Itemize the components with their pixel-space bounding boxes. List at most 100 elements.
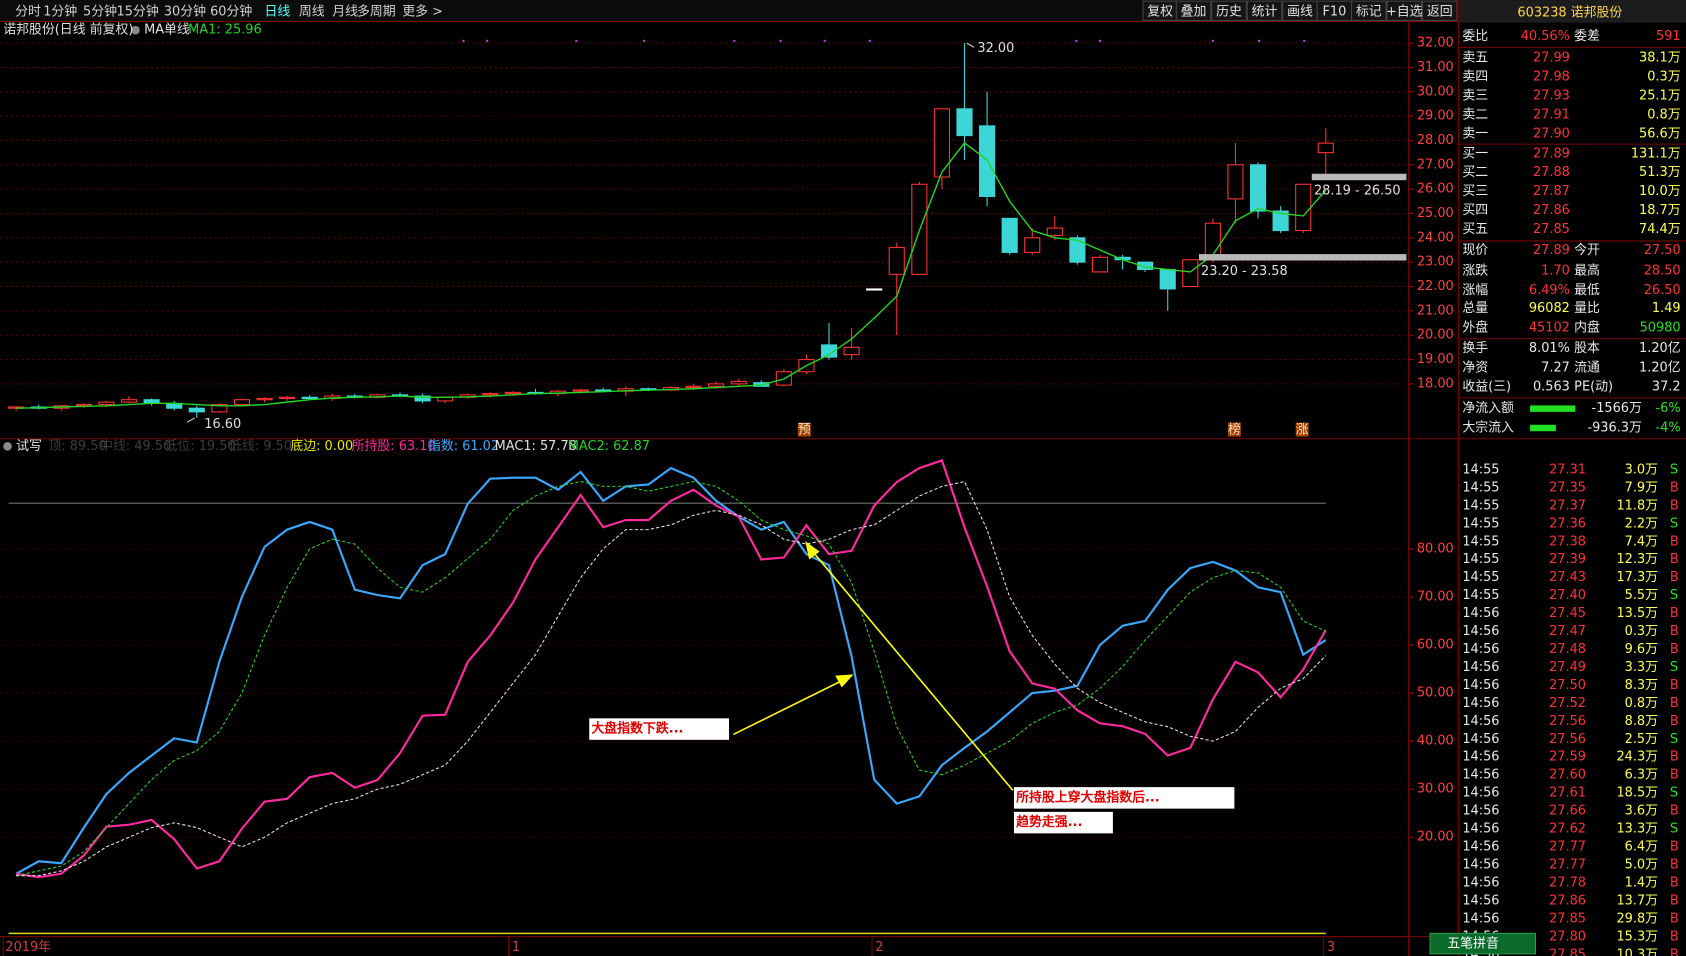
period-tab[interactable]: 1分钟 <box>43 3 77 19</box>
trade-volume: 3.0万 <box>1625 462 1659 477</box>
trade-price: 27.36 <box>1549 516 1586 531</box>
period-tab[interactable]: 周线 <box>299 4 325 19</box>
candle-body <box>730 380 747 385</box>
date-label: 2019年 <box>5 940 51 955</box>
tag: 涨 <box>1296 423 1309 438</box>
dot <box>575 39 578 42</box>
flow-value: -936.3万 <box>1587 421 1642 436</box>
indicator-legend: 所持股: 63.10 <box>352 439 436 454</box>
period-tab[interactable]: 30分钟 <box>164 3 206 19</box>
book-volume: 10.0万 <box>1639 184 1681 199</box>
candle-body <box>120 399 138 403</box>
candle-body <box>414 395 431 402</box>
candle-body <box>1272 210 1289 232</box>
candle-body <box>1317 142 1334 154</box>
arrow-line <box>811 550 1014 791</box>
trade-price: 27.31 <box>1549 462 1586 477</box>
tool-label[interactable]: 复权 <box>1147 3 1173 19</box>
book-price: 27.85 <box>1533 222 1570 237</box>
indicator-icon[interactable] <box>3 441 12 451</box>
candle-body <box>820 344 838 358</box>
indicator-line <box>15 466 1327 875</box>
tool-label[interactable]: 画线 <box>1287 4 1313 19</box>
annotation: 趋势走强... <box>1016 814 1082 830</box>
stat-value: 7.27 <box>1541 360 1570 375</box>
tool-button[interactable] <box>1422 0 1458 22</box>
book-price: 27.90 <box>1533 126 1570 141</box>
zone-label: 23.20 - 23.58 <box>1201 264 1288 279</box>
trade-volume: 8.8万 <box>1625 714 1659 729</box>
tool-label[interactable]: 叠加 <box>1181 4 1207 19</box>
period-tab[interactable]: 5分钟 <box>83 3 117 19</box>
candle-body <box>188 407 205 413</box>
ma-line <box>16 141 1327 409</box>
trade-side: B <box>1670 768 1679 783</box>
trade-time: 14:56 <box>1462 911 1499 926</box>
candle-body <box>98 401 115 406</box>
dot <box>733 39 736 42</box>
trade-time: 14:55 <box>1462 552 1499 567</box>
trade-volume: 2.2万 <box>1625 516 1659 531</box>
tool-label[interactable]: 返回 <box>1427 4 1453 19</box>
zone-bar <box>1198 254 1407 261</box>
trade-price: 27.60 <box>1549 768 1586 783</box>
y-tick-label: 40.00 <box>1417 734 1454 749</box>
candle-body <box>211 404 228 413</box>
tool-button[interactable] <box>1246 0 1283 22</box>
tool-label[interactable]: +自选 <box>1386 4 1423 19</box>
trade-volume: 18.5万 <box>1616 786 1658 801</box>
tool-label[interactable]: 历史 <box>1216 4 1242 19</box>
tool-label[interactable]: 统计 <box>1252 4 1278 19</box>
quote-header-bg <box>1459 0 1686 23</box>
period-tab[interactable]: 日线 <box>265 4 291 19</box>
date-label: 3 <box>1327 940 1335 955</box>
y-tick-label: 80.00 <box>1417 541 1454 556</box>
dot <box>1303 39 1306 42</box>
period-tab[interactable]: 更多 > <box>402 4 443 19</box>
tool-button[interactable] <box>1175 0 1212 22</box>
tag-box <box>1227 422 1241 437</box>
annotation-box <box>1013 811 1113 834</box>
trade-side: B <box>1670 911 1679 926</box>
tool-button[interactable] <box>1386 0 1423 22</box>
period-tab[interactable]: 分时 <box>15 4 41 19</box>
trade-volume: 11.8万 <box>1616 498 1658 513</box>
indicator-legend: MAC2: 62.87 <box>568 439 650 454</box>
trade-volume: 12.3万 <box>1616 552 1658 567</box>
tool-button[interactable] <box>1211 0 1247 22</box>
trade-price: 27.77 <box>1549 840 1586 855</box>
trade-side: B <box>1670 750 1679 765</box>
date-label: 1 <box>512 940 520 955</box>
period-tab[interactable]: 60分钟 <box>210 3 252 19</box>
trade-side: B <box>1670 534 1679 549</box>
indicator-line <box>16 480 1327 877</box>
stat-value: 50980 <box>1640 321 1681 336</box>
tool-button[interactable] <box>1351 0 1387 22</box>
stat-value: 1.20亿 <box>1639 341 1681 356</box>
zone-label: 28.19 - 26.50 <box>1314 183 1401 198</box>
trade-side: S <box>1670 822 1678 837</box>
indicator-legend: 低线: 9.50 <box>229 439 292 454</box>
trade-side: B <box>1670 552 1679 567</box>
period-tab[interactable]: 月线 <box>332 4 358 19</box>
book-value: 40.56% <box>1521 29 1570 44</box>
period-tab[interactable]: 15分钟 <box>117 3 159 19</box>
candle-body <box>1227 164 1244 200</box>
y-tick-label: 30.00 <box>1417 84 1454 99</box>
book-volume: 38.1万 <box>1639 51 1681 66</box>
y-tick-label: 22.00 <box>1417 279 1454 294</box>
trade-time: 14:56 <box>1462 857 1499 872</box>
tool-label[interactable]: 标记 <box>1356 4 1382 19</box>
ma-icon[interactable] <box>131 25 140 35</box>
book-volume: 131.1万 <box>1631 146 1681 161</box>
trade-volume: 13.7万 <box>1616 893 1658 908</box>
stat-label: 量比 <box>1574 301 1600 316</box>
stat-label: 净资 <box>1462 360 1488 375</box>
tool-label[interactable]: F10 <box>1322 4 1346 19</box>
y-tick-label: 30.00 <box>1417 782 1454 797</box>
trade-price: 27.62 <box>1549 822 1586 837</box>
book-label: 委比 <box>1462 29 1488 44</box>
period-tab[interactable]: 多周期 <box>357 4 396 19</box>
trade-time: 14:56 <box>1462 624 1499 639</box>
